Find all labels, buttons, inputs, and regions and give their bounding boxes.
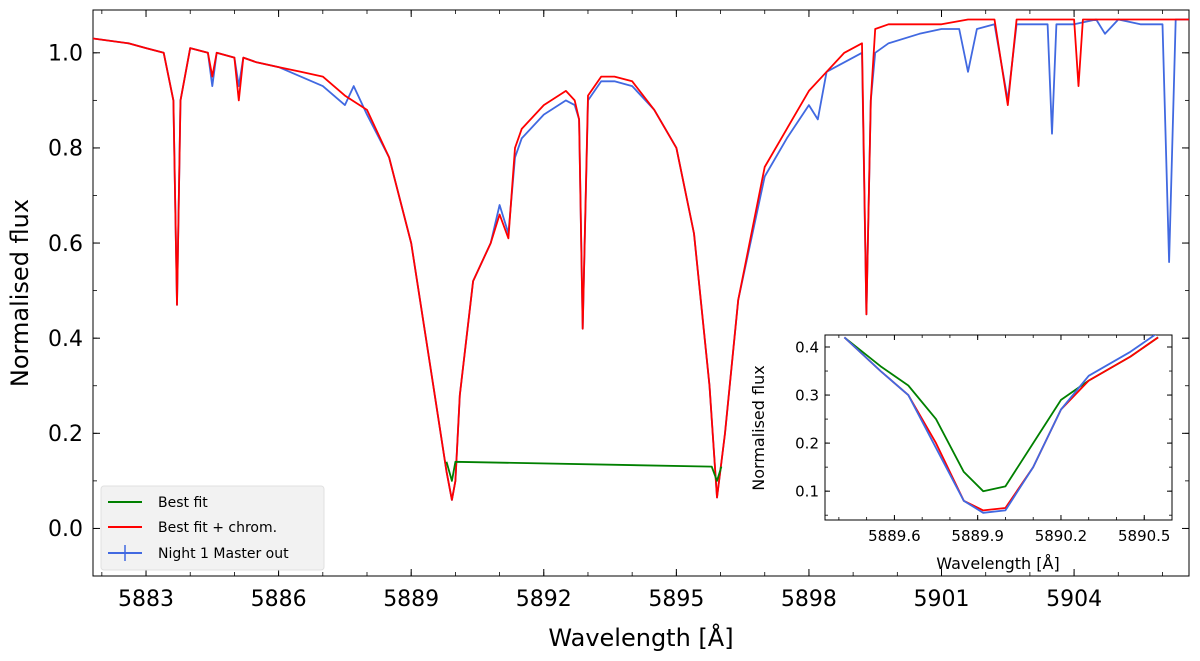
- x-tick-label: 5889: [383, 587, 439, 612]
- inset-y-axis-label: Normalised flux: [749, 365, 768, 490]
- legend-label-night1: Night 1 Master out: [158, 546, 289, 562]
- x-tick-label: 5901: [914, 587, 970, 612]
- legend-label-best-fit: Best fit: [158, 495, 208, 511]
- y-tick-label: 0.1: [795, 482, 819, 500]
- series-line-best-fit: [445, 460, 723, 482]
- x-tick-label: 5890.5: [1118, 527, 1171, 545]
- y-tick-label: 0.3: [795, 386, 819, 404]
- x-tick-label: 5898: [781, 587, 837, 612]
- y-tick-label: 0.4: [48, 327, 83, 352]
- main-y-axis-label: Normalised flux: [6, 199, 34, 387]
- y-tick-label: 0.6: [48, 232, 83, 257]
- y-tick-label: 0.2: [48, 422, 83, 447]
- x-tick-label: 5889.9: [951, 527, 1004, 545]
- x-tick-label: 5890.2: [1035, 527, 1088, 545]
- x-tick-label: 5895: [648, 587, 704, 612]
- series-line-best-fit-chrom-: [93, 18, 1189, 501]
- main-series: [93, 18, 1189, 501]
- legend-label-best-fit-chrom: Best fit + chrom.: [158, 520, 277, 536]
- legend-box: [100, 485, 325, 571]
- x-tick-label: 5886: [251, 587, 307, 612]
- series-line-night-1-master-out: [843, 335, 1157, 514]
- y-tick-label: 0.4: [795, 338, 819, 356]
- x-tick-label: 5889.6: [868, 527, 921, 545]
- y-tick-label: 0.2: [795, 434, 819, 452]
- main-axes: 5883 5886 5889 5892 5895 5898 5901 5904 0.0 0.2 0.…: [48, 10, 1189, 612]
- x-tick-label: 5904: [1046, 587, 1102, 612]
- legend: Best fit Best fit + chrom. Night 1 Maste…: [100, 485, 325, 571]
- main-x-axis-label: Wavelength [Å]: [548, 623, 733, 652]
- x-tick-label: 5883: [118, 587, 174, 612]
- inset-x-axis-label: Wavelength [Å]: [936, 554, 1059, 573]
- inset-axes: 5889.6 5889.9 5890.2 5890.5 0.1 0.2 0.3 0.4: [795, 335, 1172, 545]
- x-tick-label: 5892: [516, 587, 572, 612]
- inset-series: [843, 335, 1159, 514]
- y-tick-label: 0.0: [48, 517, 83, 542]
- y-tick-label: 1.0: [48, 42, 83, 67]
- y-tick-label: 0.8: [48, 137, 83, 162]
